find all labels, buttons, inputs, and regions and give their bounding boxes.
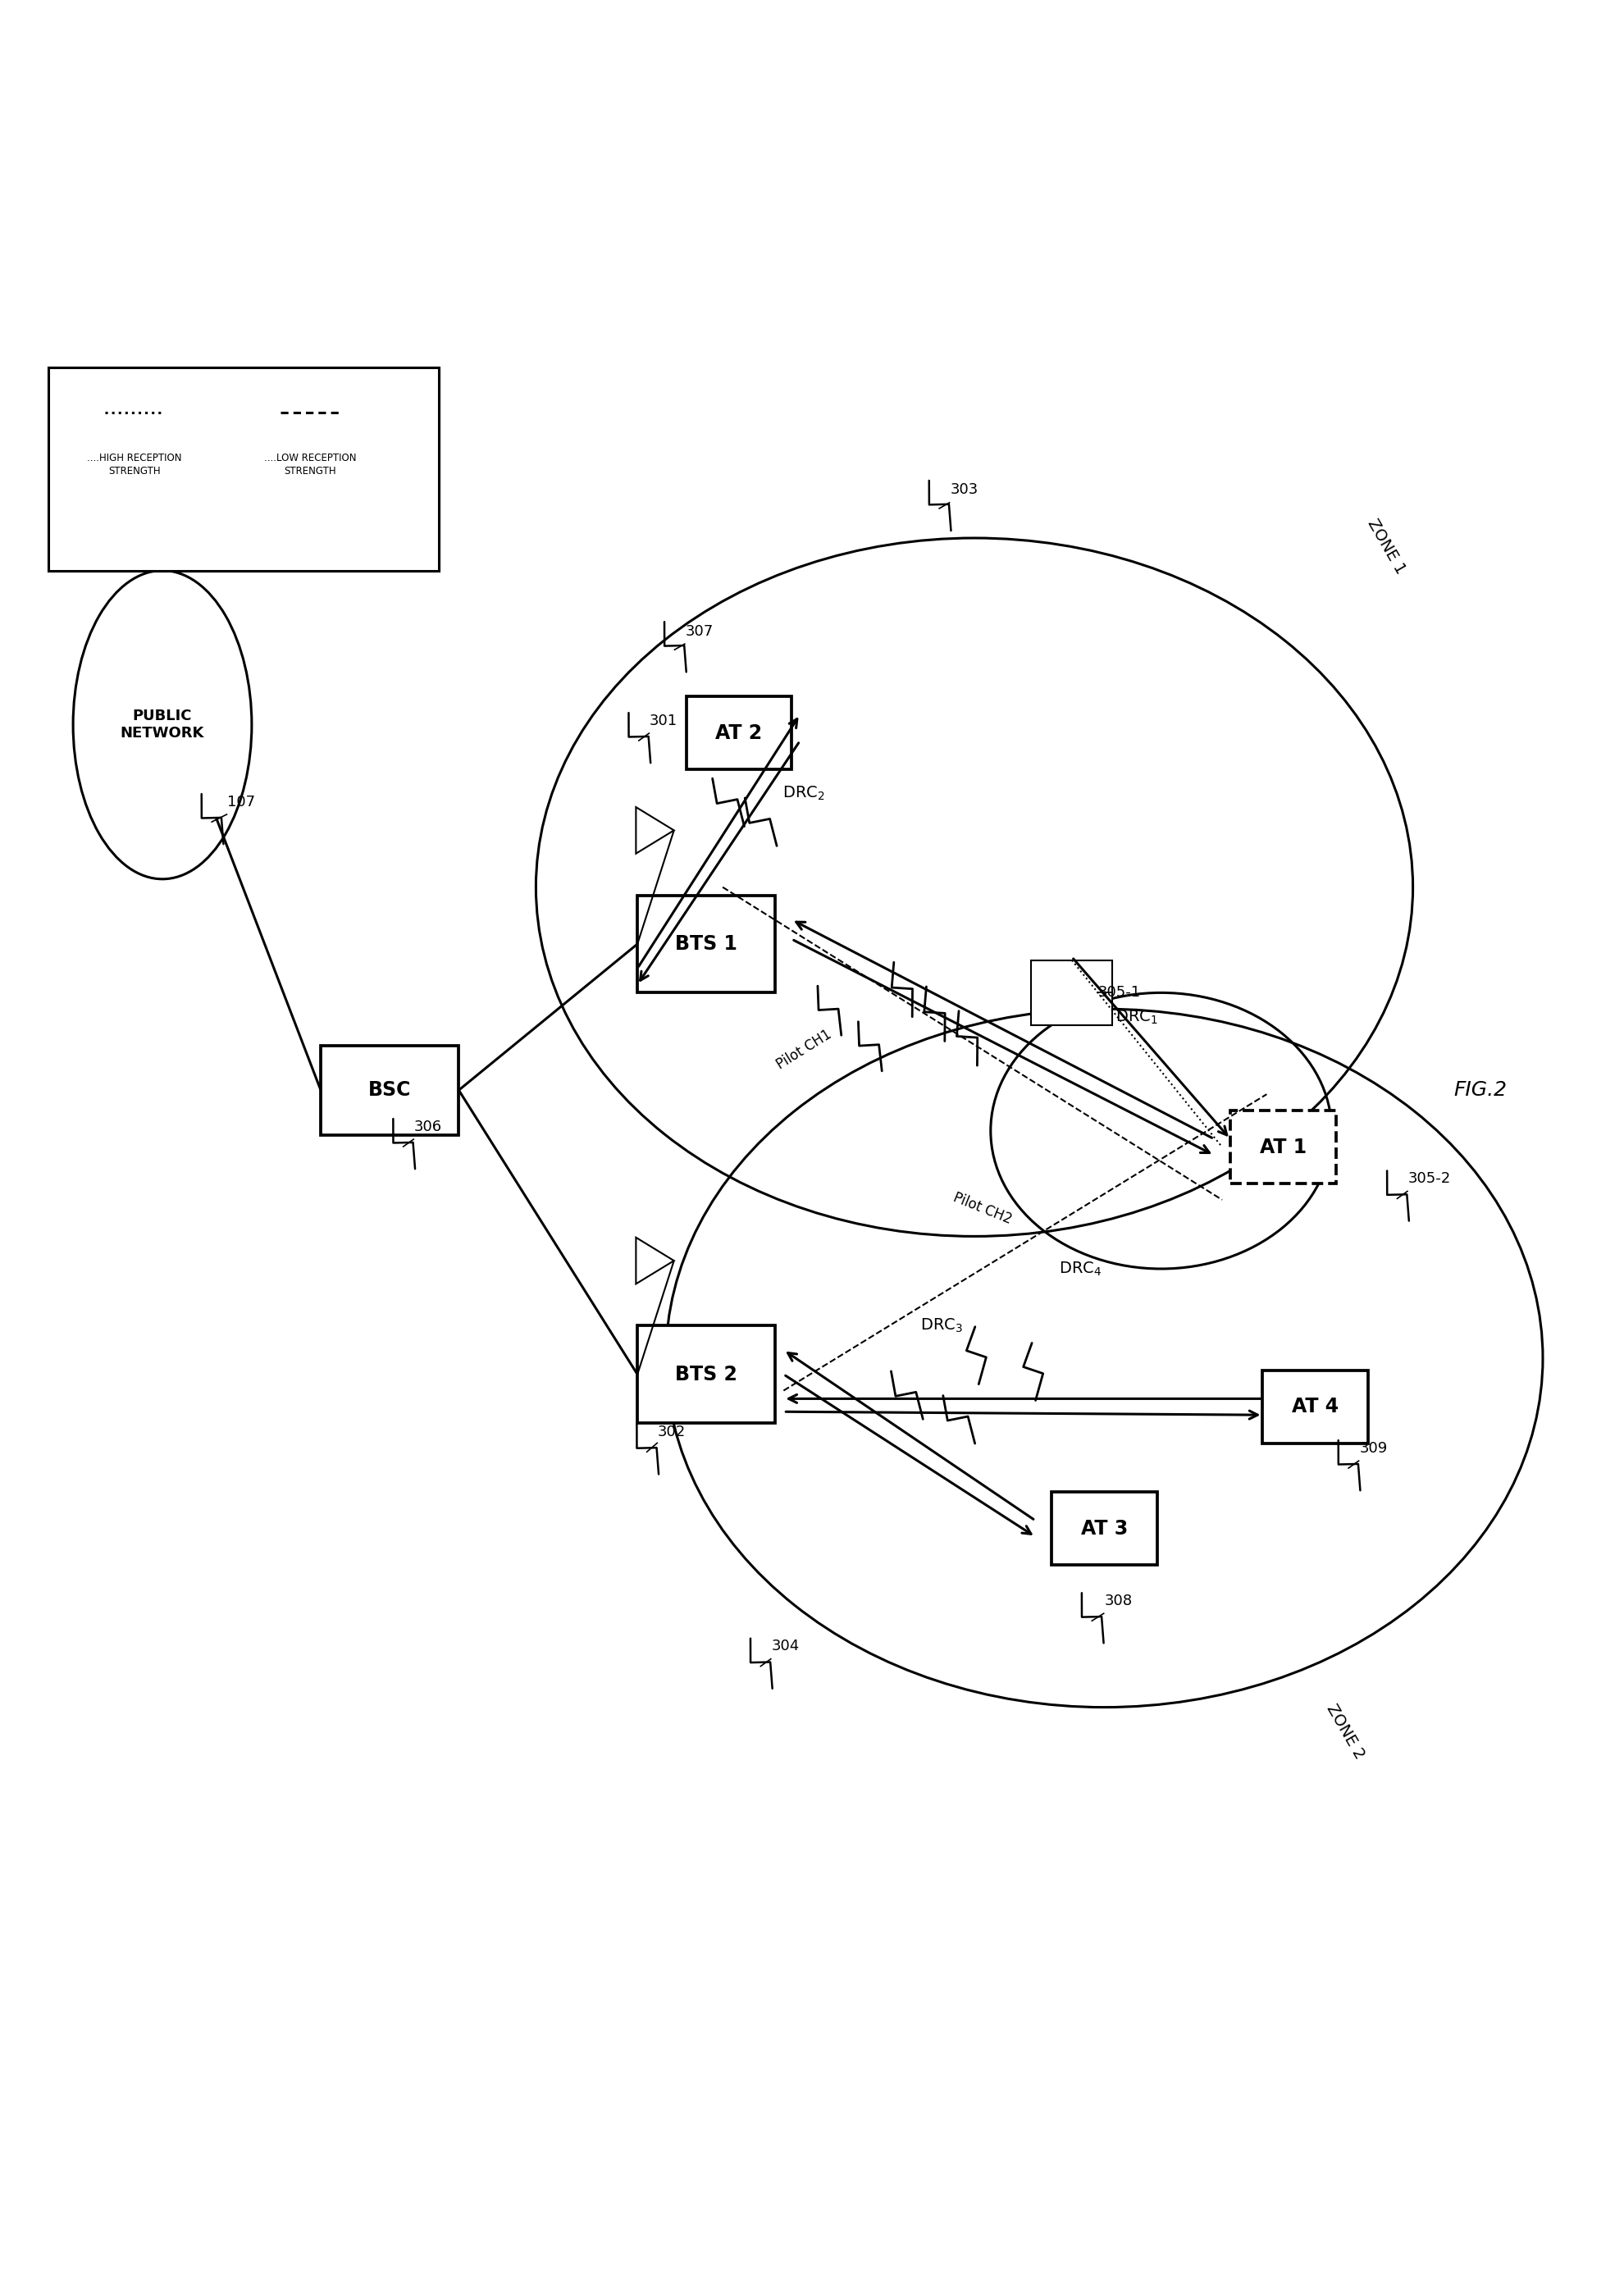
Text: AT 2: AT 2 [716, 723, 762, 743]
Text: STRENGTH: STRENGTH [76, 411, 138, 422]
FancyBboxPatch shape [637, 1326, 776, 1422]
FancyBboxPatch shape [1231, 1110, 1335, 1184]
Text: BSC: BSC [369, 1080, 411, 1101]
Text: BTS 1: BTS 1 [676, 934, 737, 954]
Text: DRC$_2$: DRC$_2$ [783, 785, 825, 801]
Text: LOW RECEPTION: LOW RECEPTION [166, 470, 260, 482]
Text: PUBLIC
NETWORK: PUBLIC NETWORK [120, 709, 205, 741]
Text: 302: 302 [658, 1425, 685, 1438]
FancyBboxPatch shape [320, 1046, 458, 1136]
Text: 107: 107 [227, 794, 255, 810]
FancyBboxPatch shape [1263, 1370, 1367, 1443]
FancyBboxPatch shape [1052, 1491, 1158, 1565]
Text: Pilot CH1: Pilot CH1 [773, 1028, 835, 1071]
Text: 309: 309 [1359, 1441, 1387, 1457]
Bar [1031, 961, 1112, 1025]
Text: ZONE 2: ZONE 2 [1324, 1702, 1367, 1762]
Text: AT 4: AT 4 [1293, 1397, 1338, 1418]
Text: 307: 307 [685, 624, 713, 638]
Text: AT 3: AT 3 [1082, 1519, 1127, 1539]
Text: FIG.2: FIG.2 [1453, 1080, 1507, 1101]
Text: 306: 306 [414, 1119, 442, 1133]
Text: Pilot CH2: Pilot CH2 [952, 1191, 1013, 1227]
Text: DRC$_1$: DRC$_1$ [1116, 1009, 1158, 1025]
Text: DRC$_3$: DRC$_3$ [921, 1317, 963, 1335]
Text: ZONE 1: ZONE 1 [1364, 516, 1408, 576]
Text: 301: 301 [650, 713, 677, 727]
FancyBboxPatch shape [49, 367, 438, 571]
FancyBboxPatch shape [637, 895, 776, 993]
Text: 303: 303 [950, 482, 978, 498]
FancyBboxPatch shape [49, 367, 438, 571]
Text: 304: 304 [771, 1638, 799, 1654]
Text: ....HIGH RECEPTION
STRENGTH: ....HIGH RECEPTION STRENGTH [88, 452, 182, 477]
Text: STRENGTH: STRENGTH [166, 496, 227, 507]
Text: HIGH RECEPTION: HIGH RECEPTION [76, 385, 174, 397]
Text: 305-2: 305-2 [1408, 1172, 1450, 1186]
FancyBboxPatch shape [685, 697, 793, 768]
Text: ....LOW RECEPTION
STRENGTH: ....LOW RECEPTION STRENGTH [263, 452, 356, 477]
Text: 305-1: 305-1 [1098, 986, 1140, 1000]
Text: AT 1: AT 1 [1260, 1138, 1306, 1156]
Text: 308: 308 [1104, 1594, 1132, 1608]
Text: BTS 2: BTS 2 [676, 1365, 737, 1383]
Text: DRC$_4$: DRC$_4$ [1059, 1259, 1101, 1278]
